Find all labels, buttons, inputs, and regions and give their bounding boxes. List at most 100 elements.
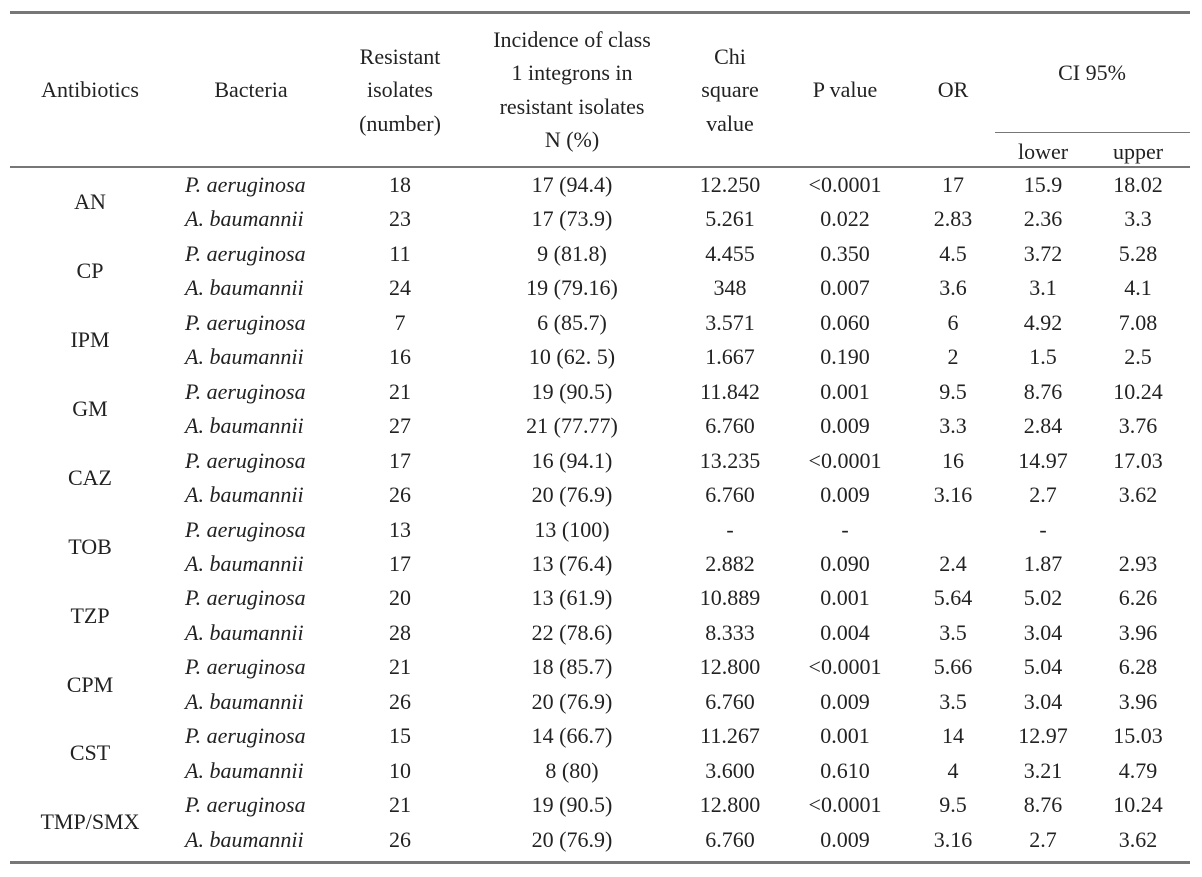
cell-value: 0.060 [820, 309, 870, 335]
bacteria-name: P. aeruginosa [185, 654, 306, 680]
cell-value: 10.24 [1113, 792, 1163, 818]
cell-value: 27 [389, 413, 411, 439]
cell-value: 348 [713, 275, 747, 301]
bacteria-name: A. baumannii [185, 482, 304, 508]
cell-value: 4.79 [1118, 757, 1158, 783]
cell-value: 13.235 [699, 447, 761, 473]
antibiotic-label: IPM [70, 327, 110, 353]
cell-value: 12.800 [699, 654, 761, 680]
cell-value: 9.5 [939, 792, 967, 818]
cell-value: 28 [389, 619, 411, 645]
bacteria-name: A. baumannii [185, 757, 304, 783]
cell-value: 3.04 [1023, 688, 1063, 714]
cell-value: 3.3 [1124, 206, 1152, 232]
cell-value: 0.001 [820, 585, 870, 611]
cell-value: 26 [389, 688, 411, 714]
cell-value: 10.24 [1113, 378, 1163, 404]
cell-value: 2.7 [1029, 482, 1057, 508]
header-subtext: upper [1112, 139, 1164, 164]
bacteria-name: A. baumannii [185, 619, 304, 645]
cell-value: 21 (77.77) [526, 413, 618, 439]
antibiotic-label: TOB [68, 533, 112, 559]
antibiotic-label: CST [69, 740, 111, 766]
cell-value: 0.001 [820, 723, 870, 749]
cell-value: 3.16 [933, 482, 973, 508]
cell-value: 2.93 [1118, 550, 1158, 576]
cell-value: 3.76 [1118, 413, 1158, 439]
header-subtext: lower [1017, 139, 1069, 164]
cell-value: 0.009 [820, 826, 870, 852]
cell-value: 13 (61.9) [531, 585, 613, 611]
cell-value: 6.760 [705, 413, 755, 439]
bacteria-name: P. aeruginosa [185, 240, 306, 266]
bacteria-name: A. baumannii [185, 344, 304, 370]
cell-value: 13 (76.4) [531, 550, 613, 576]
cell-value: 0.007 [820, 275, 870, 301]
cell-value: 18 (85.7) [531, 654, 613, 680]
cell-value: 16 (94.1) [531, 447, 613, 473]
cell-value: 3.62 [1118, 826, 1158, 852]
bacteria-name: P. aeruginosa [185, 378, 306, 404]
cell-value: 6.28 [1118, 654, 1158, 680]
cell-value: 26 [389, 482, 411, 508]
antibiotic-label: AN [74, 189, 106, 215]
cell-value: 1.5 [1029, 344, 1057, 370]
cell-value: 2.36 [1023, 206, 1063, 232]
cell-value: 2.4 [939, 550, 967, 576]
cell-value: 8.76 [1023, 378, 1063, 404]
header-text: Resistant [359, 43, 441, 69]
cell-value: 2.7 [1029, 826, 1057, 852]
bacteria-name: A. baumannii [185, 413, 304, 439]
cell-value: <0.0001 [808, 172, 882, 197]
cell-value: 4.1 [1124, 275, 1152, 301]
cell-value: 26 [389, 826, 411, 852]
cell-value: 0.009 [820, 688, 870, 714]
cell-value: 19 (79.16) [526, 275, 618, 301]
cell-value: 22 (78.6) [531, 619, 613, 645]
cell-value: 3.96 [1118, 619, 1158, 645]
cell-value: 17 (73.9) [531, 206, 613, 232]
cell-value: 6.26 [1118, 585, 1158, 611]
cell-value: 20 (76.9) [531, 688, 613, 714]
cell-value: 2.882 [705, 550, 755, 576]
cell-value: 5.04 [1023, 654, 1063, 680]
cell-value: 5.02 [1023, 585, 1063, 611]
cell-value: 3.5 [939, 688, 967, 714]
antibiotic-label: TZP [70, 602, 110, 628]
cell-value: 20 [389, 585, 411, 611]
cell-value: 23 [389, 206, 411, 232]
cell-value: 24 [389, 275, 411, 301]
cell-value: 2.83 [933, 206, 973, 232]
bacteria-name: P. aeruginosa [185, 309, 306, 335]
cell-value: 3.5 [939, 619, 967, 645]
cell-value: 11.842 [700, 378, 760, 404]
cell-value: 8.76 [1023, 792, 1063, 818]
bacteria-name: A. baumannii [185, 550, 304, 576]
header-text: Chi [714, 43, 746, 69]
cell-value: 10 (62. 5) [528, 344, 616, 370]
cell-value: 3.16 [933, 826, 973, 852]
bacteria-name: P. aeruginosa [185, 447, 306, 473]
header-text: N (%) [544, 127, 600, 153]
header-text: Bacteria [214, 77, 288, 102]
cell-value: 19 (90.5) [531, 378, 613, 404]
cell-value: 16 [942, 447, 964, 473]
cell-value: 14 [942, 723, 964, 749]
cell-value: 0.001 [820, 378, 870, 404]
cell-value: 3.571 [705, 309, 755, 335]
cell-value: 0.350 [820, 240, 870, 266]
cell-value: 21 [389, 654, 411, 680]
cell-value: 6 [947, 309, 959, 335]
cell-value: 11 [389, 240, 411, 266]
cell-value: 20 (76.9) [531, 482, 613, 508]
top-rule [10, 11, 1190, 14]
cell-value: 17 [389, 447, 411, 473]
header-text: P value [812, 77, 878, 102]
cell-value: - [1039, 516, 1047, 542]
cell-value: <0.0001 [808, 654, 882, 680]
cell-value: 17.03 [1113, 447, 1163, 473]
cell-value: 5.66 [933, 654, 973, 680]
bacteria-name: P. aeruginosa [185, 516, 306, 542]
cell-value: 6 (85.7) [537, 309, 607, 335]
antibiotic-label: CPM [66, 671, 114, 697]
